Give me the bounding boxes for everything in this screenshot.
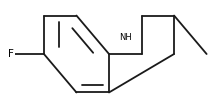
Text: F: F [9, 49, 14, 59]
Text: NH: NH [119, 33, 132, 42]
